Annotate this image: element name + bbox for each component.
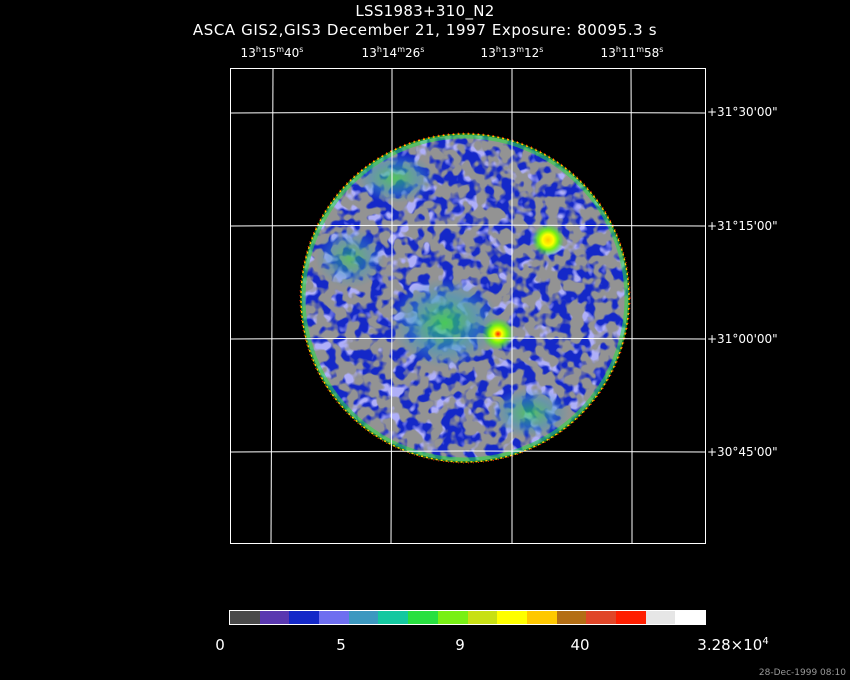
colorbar-segment-15 bbox=[645, 611, 676, 624]
dec-gridline-2 bbox=[230, 224, 706, 227]
colorbar-segment-4 bbox=[319, 611, 349, 624]
colorbar-label-4: 40 bbox=[570, 636, 590, 654]
dec-label-1: +31°30'00" bbox=[707, 105, 778, 119]
colorbar-segment-3 bbox=[289, 611, 320, 624]
fov-rim-outer bbox=[299, 132, 631, 464]
ra-label-3: 13h13m12s bbox=[480, 45, 544, 60]
dec-label-2: +31°15'00" bbox=[707, 219, 778, 233]
colorbar-segment-1 bbox=[230, 611, 260, 624]
colorbar-label-max: 3.28×104 bbox=[697, 636, 769, 654]
colorbar-label-2: 5 bbox=[336, 636, 346, 654]
colorbar-segment-12 bbox=[556, 611, 587, 624]
colorbar-segment-11 bbox=[526, 611, 557, 624]
fov-rim-edge bbox=[300, 133, 630, 463]
image-title: LSS1983+310_N2 bbox=[355, 2, 495, 20]
dec-gridline-4 bbox=[230, 450, 706, 453]
dec-label-4: +30°45'00" bbox=[707, 445, 778, 459]
ra-label-4: 13h11m58s bbox=[600, 45, 664, 60]
xray-image-plot bbox=[230, 68, 706, 544]
dec-gridline-3 bbox=[230, 337, 706, 340]
coordinate-grid bbox=[230, 68, 706, 544]
point-source-upper bbox=[532, 224, 564, 256]
dec-gridline-1 bbox=[230, 111, 706, 114]
colorbar-segment-9 bbox=[467, 611, 498, 624]
colorbar-segment-5 bbox=[348, 611, 379, 624]
colorbar-segment-6 bbox=[378, 611, 409, 624]
fov-rim-glow bbox=[300, 133, 630, 463]
colorbar-segment-16 bbox=[675, 611, 705, 624]
colorbar bbox=[229, 610, 706, 625]
colorbar-segment-2 bbox=[259, 611, 290, 624]
colorbar-segment-10 bbox=[497, 611, 527, 624]
point-source-central bbox=[482, 318, 514, 350]
ra-gridline-2 bbox=[390, 68, 393, 544]
ra-gridline-4 bbox=[630, 68, 633, 544]
timestamp: 28-Dec-1999 08:10 bbox=[758, 668, 846, 678]
plot-frame bbox=[230, 68, 706, 544]
observation-subtitle: ASCA GIS2,GIS3 December 21, 1997 Exposur… bbox=[192, 21, 658, 39]
colorbar-label-min: 0 bbox=[215, 636, 225, 654]
dec-label-3: +31°00'00" bbox=[707, 332, 778, 346]
colorbar-label-3: 9 bbox=[455, 636, 465, 654]
ra-label-2: 13h14m26s bbox=[361, 45, 425, 60]
colorbar-segment-7 bbox=[408, 611, 438, 624]
ra-gridline-1 bbox=[270, 68, 274, 544]
colorbar-segment-8 bbox=[437, 611, 468, 624]
ra-label-1: 13h15m40s bbox=[240, 45, 304, 60]
colorbar-segment-13 bbox=[586, 611, 616, 624]
colorbar-segment-14 bbox=[615, 611, 646, 624]
